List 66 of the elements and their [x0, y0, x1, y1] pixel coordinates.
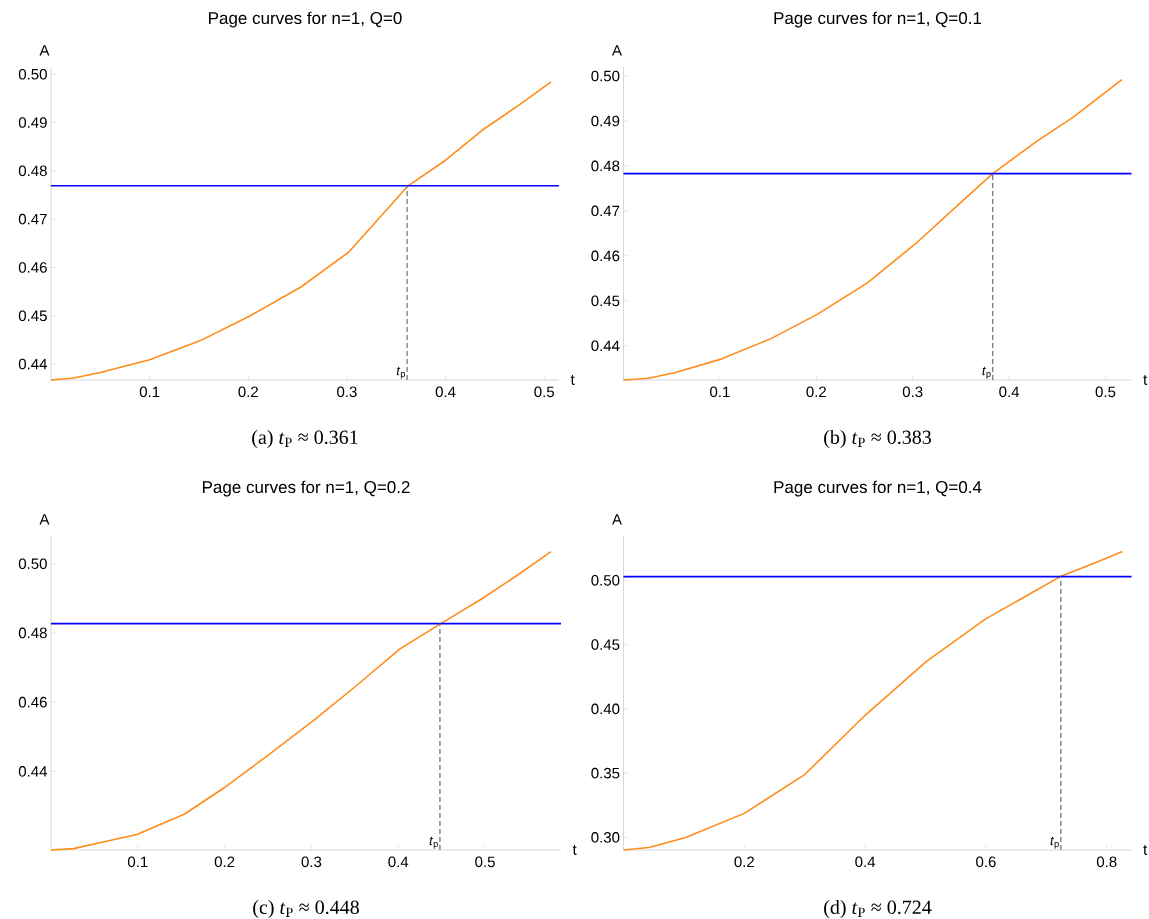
- x-tick-label: 0.1: [127, 856, 148, 868]
- y-tick-label: 0.50: [591, 575, 620, 586]
- text: (c) t$_{P}$ ≈ 0.448: [253, 899, 359, 919]
- x-axis-title: t: [1143, 845, 1148, 855]
- y-tick-label: 0.44: [18, 766, 48, 777]
- chart-title: Page curves for n=1, Q=0.2: [202, 480, 410, 497]
- x-tick-label: 0.4: [388, 856, 409, 868]
- x-tick-label: 0.2: [806, 386, 826, 398]
- y-tick-label: 0.40: [591, 703, 620, 715]
- x-tick-label: 0.2: [214, 856, 235, 868]
- chart-title: Page curves for n=1, Q=0.1: [774, 11, 982, 28]
- x-tick-label: 0.2: [238, 386, 258, 398]
- x-tick-label: 0.3: [337, 386, 357, 398]
- x-axis-title: t: [572, 845, 577, 855]
- x-tick-label: 0.3: [301, 856, 322, 868]
- y-tick-label: 0.47: [591, 205, 620, 217]
- y-tick-label: 0.46: [18, 262, 47, 273]
- x-tick-label: 0.1: [139, 386, 160, 398]
- ref-line-label: t$_{p}$: [982, 366, 991, 379]
- ref-line-label: t$_{p}$: [429, 836, 438, 849]
- x-tick-label: 0.4: [999, 386, 1020, 398]
- y-axis-title: A: [39, 45, 50, 56]
- text: (d) t$_{P}$ ≈ 0.724: [824, 899, 932, 919]
- line-series: [622, 78, 1123, 381]
- y-tick-label: 0.49: [18, 117, 47, 128]
- y-tick-label: 0.46: [591, 250, 620, 262]
- x-tick-label: 0.1: [710, 386, 730, 398]
- text: (b) t$_{P}$ ≈ 0.383: [824, 429, 931, 449]
- text: (a) t$_{P}$ ≈ 0.361: [252, 429, 358, 449]
- x-tick-label: 0.5: [534, 386, 555, 398]
- y-tick-label: 0.46: [18, 696, 47, 708]
- y-axis-title: A: [612, 514, 622, 525]
- chart-title: Page curves for n=1, Q=0: [209, 11, 402, 28]
- y-tick-label: 0.44: [18, 358, 48, 370]
- x-tick-label: 0.2: [734, 856, 754, 868]
- line-series: [50, 550, 552, 851]
- line-series: [622, 550, 1124, 851]
- x-tick-label: 0.5: [1095, 386, 1116, 398]
- y-axis-title: A: [612, 45, 622, 56]
- ref-line-label: t$_{p}$: [1050, 836, 1059, 849]
- y-tick-label: 0.50: [591, 70, 620, 82]
- y-tick-label: 0.44: [591, 340, 620, 352]
- x-tick-label: 0.6: [976, 856, 996, 868]
- y-tick-label: 0.30: [591, 832, 620, 843]
- y-tick-label: 0.35: [591, 767, 620, 779]
- x-tick-label: 0.5: [475, 856, 495, 868]
- x-tick-label: 0.4: [855, 856, 876, 868]
- y-tick-label: 0.45: [591, 639, 620, 650]
- x-tick-label: 0.8: [1096, 856, 1117, 868]
- y-axis-title: A: [39, 514, 50, 525]
- line-series: [50, 81, 552, 381]
- y-tick-label: 0.48: [591, 160, 620, 172]
- y-tick-label: 0.50: [18, 558, 47, 569]
- y-tick-label: 0.48: [18, 165, 47, 177]
- y-tick-label: 0.48: [18, 627, 47, 639]
- y-tick-label: 0.50: [18, 68, 47, 80]
- y-tick-label: 0.47: [18, 213, 47, 225]
- chart-title: Page curves for n=1, Q=0.4: [774, 480, 982, 497]
- ref-line-label: t$_{p}$: [396, 366, 406, 379]
- x-axis-title: t: [570, 375, 575, 385]
- x-tick-label: 0.4: [435, 386, 456, 398]
- y-tick-label: 0.45: [591, 295, 620, 307]
- x-axis-title: t: [1143, 375, 1148, 385]
- y-tick-label: 0.49: [591, 115, 620, 127]
- x-tick-label: 0.3: [902, 386, 923, 398]
- y-tick-label: 0.45: [18, 310, 47, 322]
